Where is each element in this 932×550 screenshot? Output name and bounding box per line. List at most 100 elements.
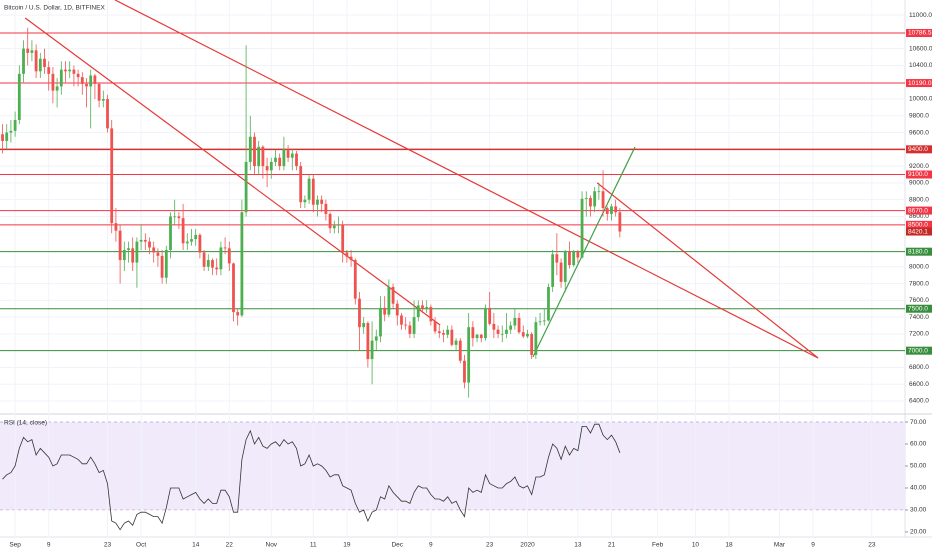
- price-label: 7000.0: [908, 347, 928, 354]
- candle-body: [349, 256, 353, 261]
- candle-body: [211, 260, 214, 268]
- y-tick-label: 60.00: [910, 441, 927, 448]
- candle-body: [467, 327, 471, 383]
- candle-body: [332, 225, 336, 229]
- candle-body: [295, 153, 298, 167]
- candle-body: [265, 166, 269, 171]
- candle-body: [568, 251, 571, 266]
- price-label-box: [906, 220, 932, 229]
- x-tick-label: 23: [868, 542, 876, 549]
- candle-body: [534, 322, 538, 355]
- candle-body: [38, 58, 42, 72]
- candle-body: [383, 307, 387, 315]
- candle-body: [5, 132, 9, 141]
- candle-body: [488, 307, 492, 324]
- candle-body: [219, 247, 223, 270]
- y-tick-label: 7800.0: [909, 280, 929, 287]
- candle-body: [601, 191, 605, 209]
- candle-body: [47, 67, 51, 74]
- candle-body: [152, 247, 156, 253]
- x-tick-label: 22: [226, 542, 234, 549]
- candle-body: [404, 324, 408, 326]
- price-label-box: [906, 29, 932, 38]
- candle-body: [173, 216, 177, 218]
- candle-body: [164, 250, 168, 278]
- candle-body: [269, 161, 273, 171]
- x-tick-label: 9: [47, 542, 51, 549]
- candle-body: [471, 327, 475, 339]
- candle-body: [244, 161, 248, 213]
- candle-body: [337, 224, 340, 226]
- candle-body: [400, 315, 403, 325]
- candle-body: [307, 178, 311, 200]
- x-tick-label: Mar: [774, 542, 786, 549]
- x-tick-label: 11: [310, 542, 317, 549]
- candle-body: [169, 216, 172, 251]
- candle-body: [131, 248, 135, 263]
- candle-body: [89, 75, 93, 87]
- candle-body: [353, 260, 357, 299]
- candle-body: [240, 212, 244, 316]
- candle-body: [387, 286, 391, 315]
- candle-body: [605, 208, 609, 214]
- chart-title: Bitcoin / U.S. Dollar, 1D, BITFINEX: [4, 5, 105, 12]
- y-tick-label: 70.00: [910, 419, 927, 426]
- candle-body: [610, 206, 613, 214]
- price-label-box: [906, 206, 932, 215]
- candle-body: [500, 333, 504, 335]
- candle-body: [316, 199, 319, 205]
- candle-body: [206, 260, 210, 267]
- candle-body: [190, 239, 193, 242]
- candle-body: [76, 73, 80, 78]
- candle-body: [433, 321, 437, 332]
- candle-body: [593, 191, 597, 207]
- candle-body: [395, 303, 399, 316]
- candle-body: [274, 157, 277, 162]
- candle-body: [59, 69, 63, 87]
- candle-body: [408, 325, 412, 334]
- candle-body: [614, 206, 618, 213]
- candle-body: [22, 48, 25, 74]
- candle-body: [496, 329, 500, 334]
- candle-body: [509, 325, 513, 330]
- candle-body: [358, 298, 361, 328]
- candle-body: [551, 254, 555, 287]
- y-tick-label: 10000.0: [909, 96, 932, 103]
- candle-body: [143, 239, 147, 242]
- x-tick-label: 18: [725, 542, 733, 549]
- y-tick-label: 20.00: [910, 529, 927, 536]
- candle-body: [13, 119, 17, 131]
- y-tick-label: 9000.0: [909, 180, 929, 187]
- x-tick-label: 23: [486, 542, 494, 549]
- trend-line: [24, 17, 441, 326]
- candle-body: [114, 223, 118, 231]
- candle-body: [135, 241, 139, 263]
- candle-body: [160, 255, 164, 278]
- x-tick-label: Oct: [136, 542, 146, 549]
- x-tick-label: 9: [811, 542, 815, 549]
- x-tick-label: Dec: [391, 542, 403, 549]
- candle-body: [450, 329, 454, 345]
- y-tick-label: 40.00: [910, 485, 927, 492]
- candle-body: [589, 197, 592, 207]
- price-label-box: [906, 346, 932, 355]
- candle-body: [379, 307, 382, 337]
- candle-body: [391, 286, 395, 304]
- candle-body: [26, 48, 30, 53]
- candle-body: [248, 136, 252, 162]
- trend-line: [114, 0, 819, 359]
- price-label: 9400.0: [908, 146, 928, 153]
- candle-body: [97, 83, 101, 101]
- y-tick-label: 9600.0: [909, 129, 929, 136]
- candle-body: [555, 254, 559, 263]
- price-label: 8180.0: [908, 248, 928, 255]
- y-tick-label: 11000.0: [909, 12, 932, 19]
- candle-body: [618, 212, 622, 232]
- candle-body: [1, 134, 4, 141]
- candle-body: [202, 252, 206, 267]
- x-tick-label: Sep: [9, 542, 21, 549]
- candle-body: [475, 334, 479, 339]
- trend-line: [596, 182, 819, 359]
- candle-body: [563, 251, 567, 282]
